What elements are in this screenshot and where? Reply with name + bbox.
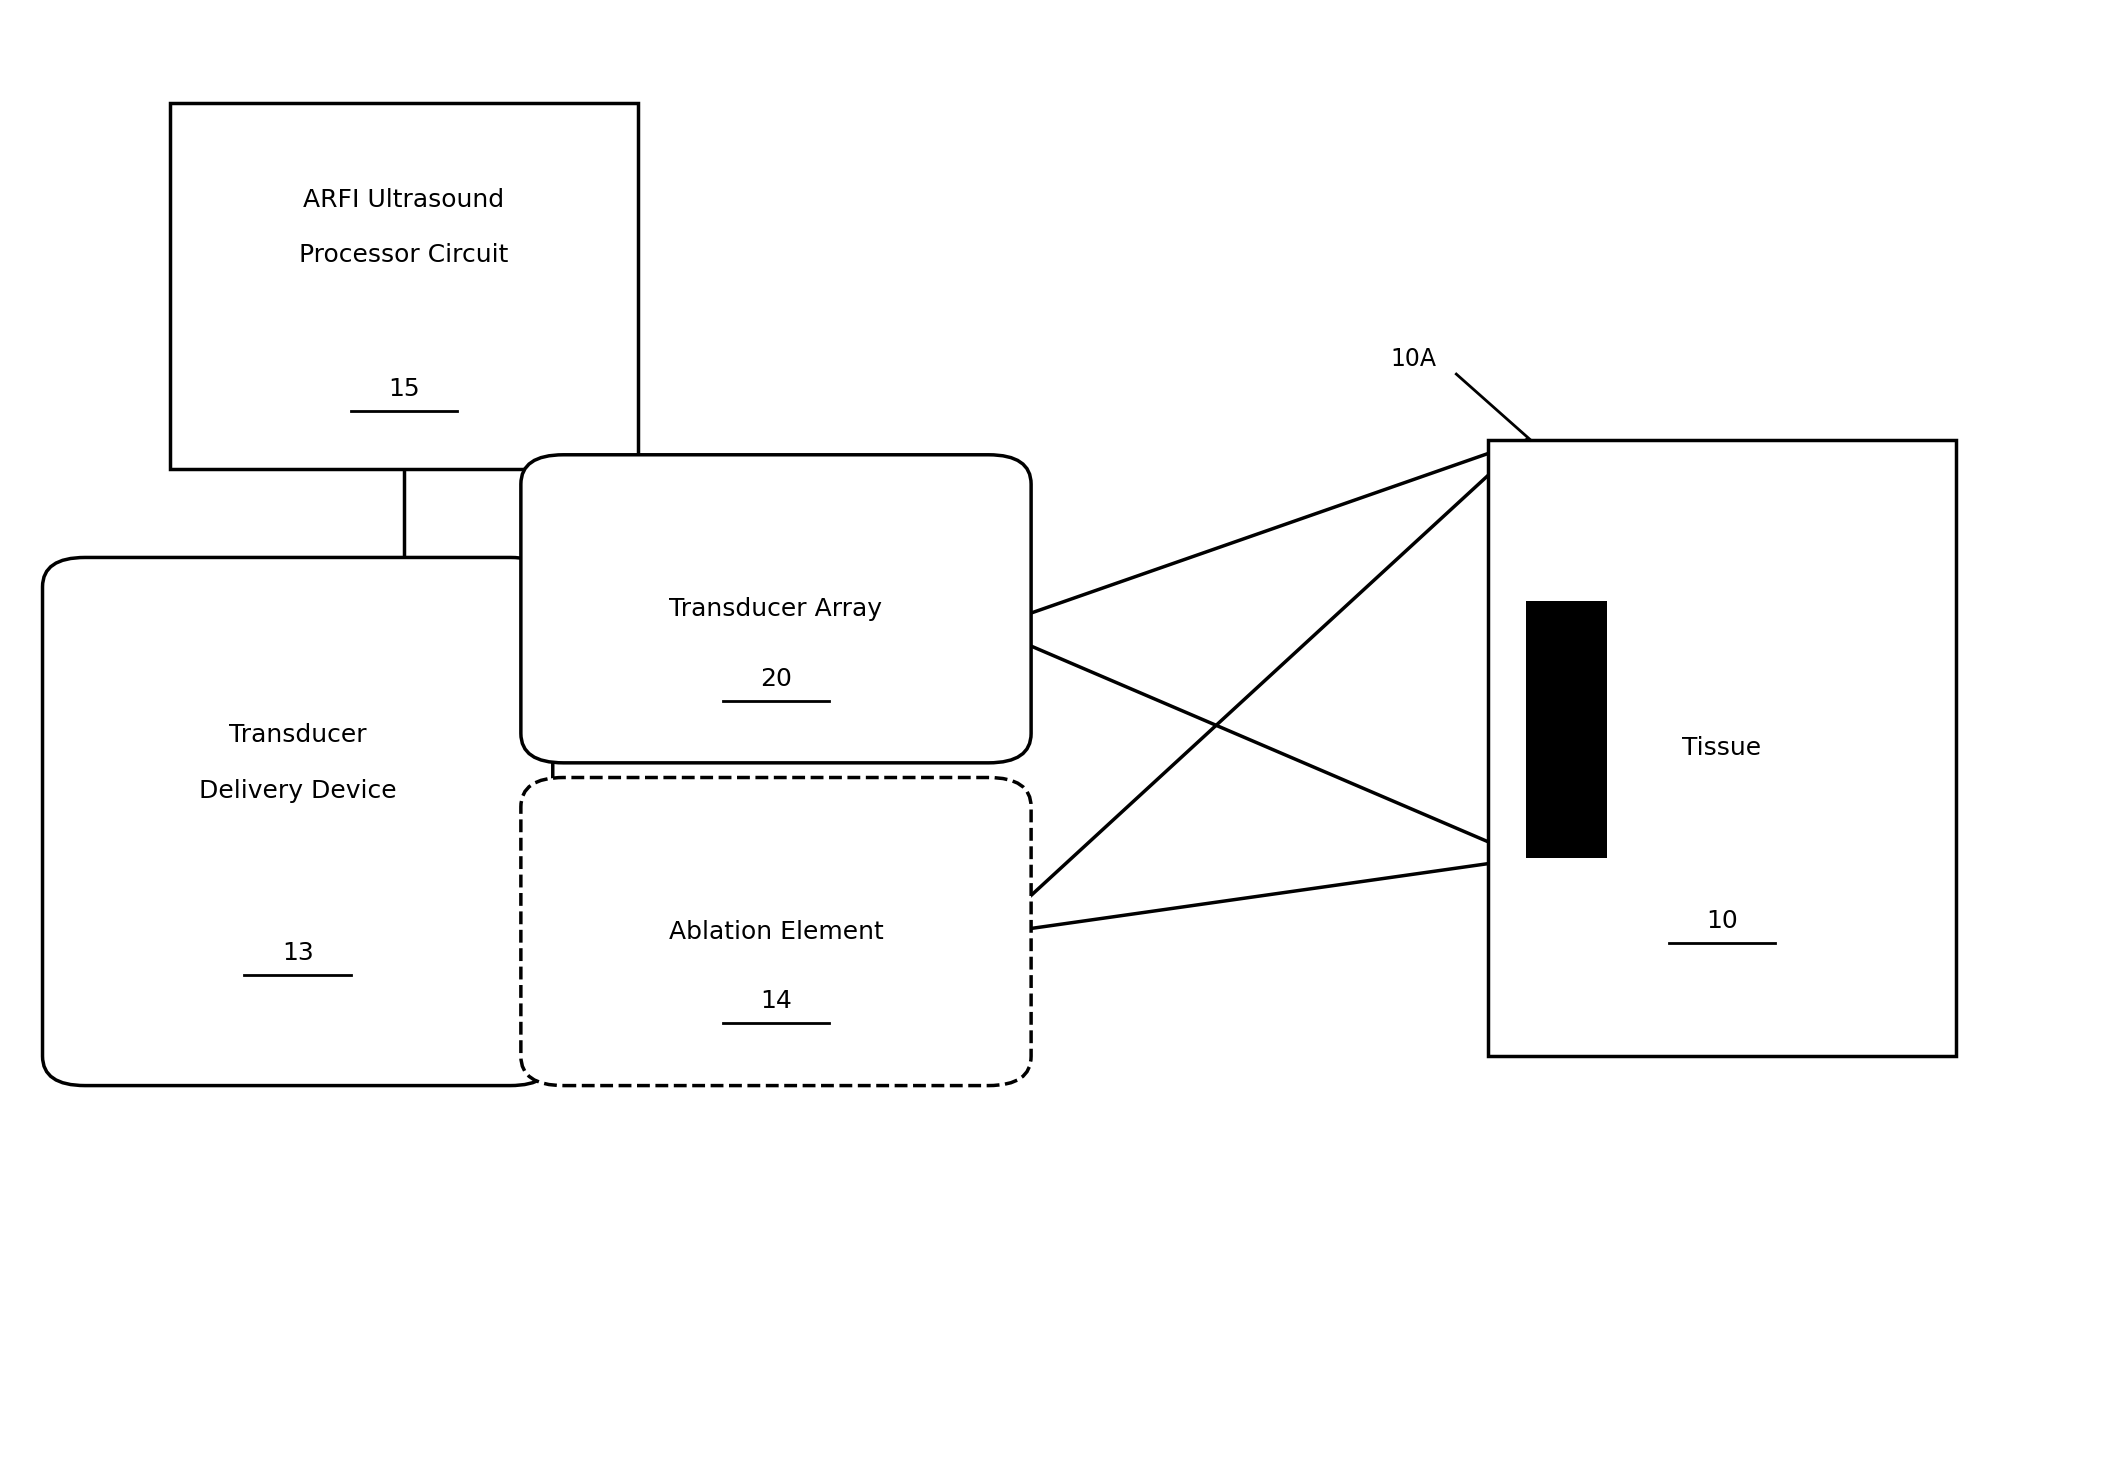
Text: 13: 13 [283, 940, 313, 965]
Text: Tissue: Tissue [1682, 736, 1762, 760]
Text: Transducer: Transducer [230, 723, 366, 747]
FancyBboxPatch shape [521, 778, 1031, 1086]
Bar [1488, 440, 1956, 1056]
Text: 15: 15 [389, 377, 419, 400]
Bar [1526, 601, 1607, 858]
Text: Transducer Array: Transducer Array [670, 597, 882, 621]
Text: Processor Circuit: Processor Circuit [300, 244, 508, 267]
Bar [170, 103, 638, 469]
Text: 10A: 10A [1390, 348, 1437, 371]
Text: 20: 20 [761, 666, 791, 691]
Text: Ablation Element: Ablation Element [668, 920, 884, 943]
FancyBboxPatch shape [43, 557, 553, 1086]
Text: Delivery Device: Delivery Device [200, 779, 395, 802]
Text: 14: 14 [761, 989, 791, 1014]
Text: ARFI Ultrasound: ARFI Ultrasound [304, 188, 504, 211]
Text: 10: 10 [1707, 908, 1737, 933]
FancyBboxPatch shape [521, 455, 1031, 763]
